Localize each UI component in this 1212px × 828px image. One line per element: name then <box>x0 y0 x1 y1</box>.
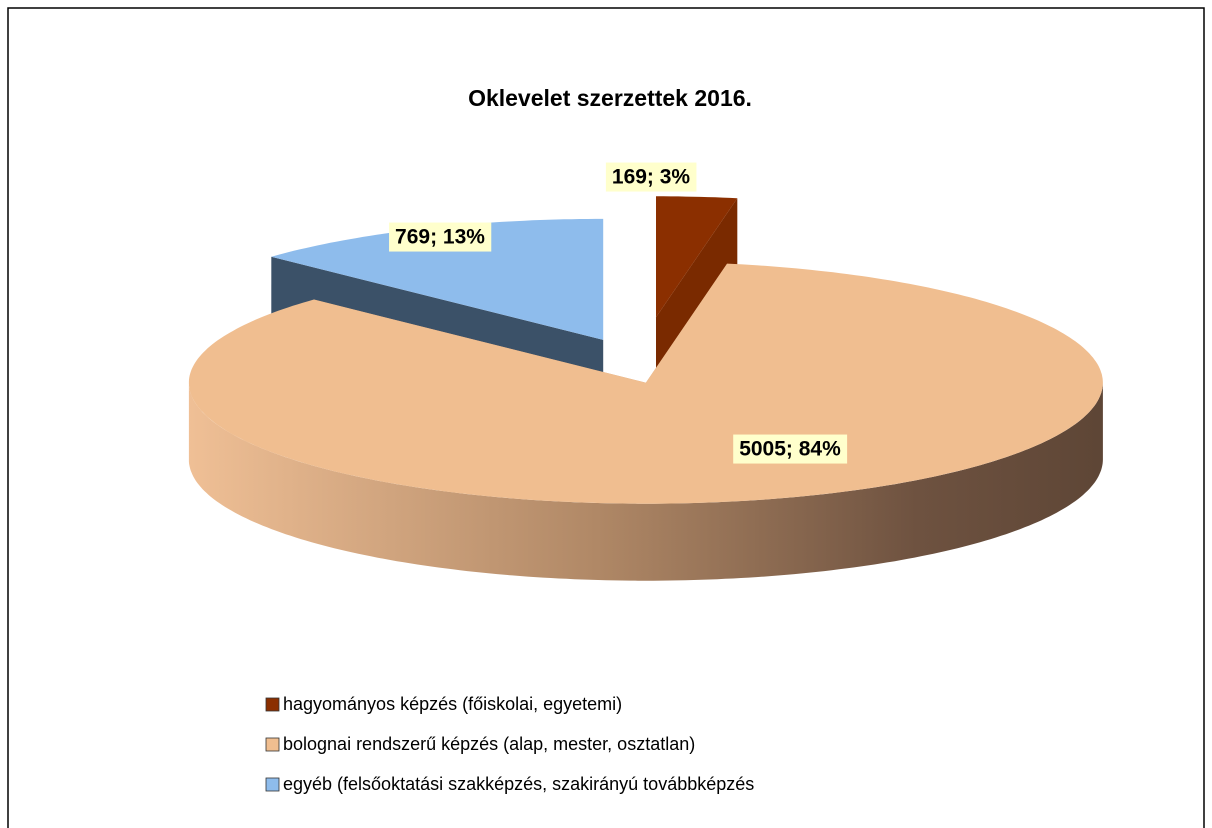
chart-title: Oklevelet szerzettek 2016. <box>468 85 752 111</box>
slice-side <box>188 382 1103 581</box>
legend-label: egyéb (felsőoktatási szakképzés, szakirá… <box>283 774 754 794</box>
legend-label: hagyományos képzés (főiskolai, egyetemi) <box>283 694 622 714</box>
data-label-box <box>733 434 848 464</box>
legend-swatch <box>265 737 280 752</box>
slice <box>271 218 604 340</box>
legend-swatch <box>265 697 280 712</box>
slice <box>656 196 738 318</box>
data-label: 5005; 84% <box>739 438 841 461</box>
legend-swatch <box>265 777 280 792</box>
slice <box>188 263 1103 504</box>
data-label: 169; 3% <box>612 166 691 189</box>
legend-label: bolognai rendszerű képzés (alap, mester,… <box>283 734 695 754</box>
frame <box>7 7 1205 828</box>
data-label-box <box>389 222 492 252</box>
data-label-box <box>605 162 697 192</box>
data-label: 769; 13% <box>395 226 485 249</box>
